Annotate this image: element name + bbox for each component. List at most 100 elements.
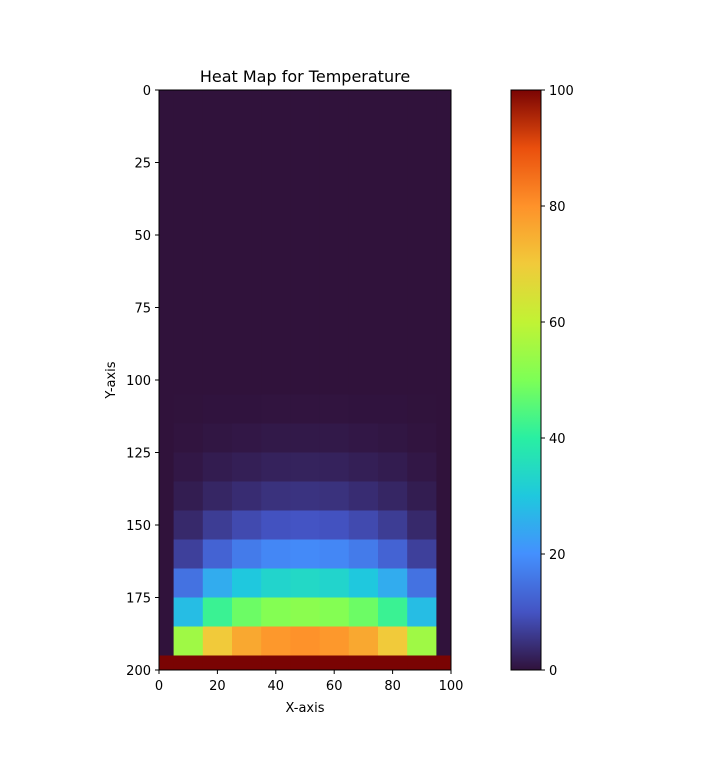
heat-cell	[261, 655, 291, 670]
heat-cell	[202, 568, 233, 599]
heat-cell	[159, 539, 175, 570]
heat-cell	[348, 423, 379, 454]
heat-cell	[378, 90, 408, 106]
x-axis-label: X-axis	[286, 701, 325, 716]
heat-cell	[348, 394, 379, 425]
heat-cell	[159, 249, 175, 280]
heat-cell	[261, 278, 291, 309]
colorbar-tick-label: 20	[549, 548, 566, 563]
heat-cell	[261, 249, 291, 280]
heat-cell	[159, 626, 175, 657]
heat-cell	[173, 510, 204, 541]
heat-cell	[173, 568, 204, 599]
heat-cell	[407, 394, 437, 425]
heat-cell	[232, 90, 262, 106]
heat-cell	[232, 278, 262, 309]
heat-cell	[348, 655, 379, 670]
colorbar-tick-label: 100	[549, 84, 574, 99]
heat-cell	[202, 104, 233, 135]
heat-cell	[290, 249, 321, 280]
heat-cell	[290, 481, 321, 512]
heat-cell	[407, 133, 437, 164]
heat-cell	[173, 104, 204, 135]
y-tick-label: 150	[126, 519, 151, 534]
heat-cell	[290, 90, 321, 106]
heat-cell	[159, 510, 175, 541]
heat-cell	[173, 191, 204, 222]
heat-cell	[378, 365, 408, 396]
heat-cell	[202, 481, 233, 512]
y-tick-label: 25	[134, 157, 151, 172]
y-tick-label: 175	[126, 592, 151, 607]
heat-cell	[319, 249, 350, 280]
heat-cell	[290, 510, 321, 541]
heat-cell	[436, 365, 451, 396]
heat-cell	[436, 510, 451, 541]
heat-cell	[436, 452, 451, 483]
heat-cell	[232, 133, 262, 164]
heat-cell	[378, 510, 408, 541]
heat-cell	[202, 539, 233, 570]
heat-cell	[436, 336, 451, 367]
heat-cell	[232, 307, 262, 338]
heat-cell	[436, 104, 451, 135]
heat-cell	[159, 307, 175, 338]
heat-cell	[407, 249, 437, 280]
x-tick-label: 60	[326, 679, 343, 694]
heat-cell	[348, 104, 379, 135]
heat-cell	[159, 133, 175, 164]
heat-cell	[159, 597, 175, 628]
heat-cell	[348, 452, 379, 483]
heat-cell	[407, 539, 437, 570]
heat-cell	[319, 220, 350, 251]
heat-cell	[173, 481, 204, 512]
y-tick-label: 125	[126, 447, 151, 462]
heat-cell	[319, 597, 350, 628]
colorbar-tick-label: 40	[549, 432, 566, 447]
heat-cell	[290, 655, 321, 670]
heat-cell	[319, 568, 350, 599]
heat-cell	[173, 278, 204, 309]
y-tick-label: 200	[126, 664, 151, 679]
heat-cell	[436, 655, 451, 670]
heat-cell	[173, 452, 204, 483]
heat-cell	[319, 655, 350, 670]
heat-cell	[348, 626, 379, 657]
heat-cell	[319, 510, 350, 541]
heat-cell	[173, 597, 204, 628]
heat-cell	[378, 655, 408, 670]
heat-cell	[319, 162, 350, 193]
heat-cell	[378, 307, 408, 338]
heat-cell	[173, 220, 204, 251]
heat-cell	[348, 365, 379, 396]
heat-cell	[319, 191, 350, 222]
heat-cell	[290, 104, 321, 135]
heat-cell	[202, 510, 233, 541]
heat-cell	[159, 162, 175, 193]
heat-cell	[348, 90, 379, 106]
heat-cell	[407, 307, 437, 338]
heat-cell	[232, 336, 262, 367]
heat-cell	[173, 423, 204, 454]
heat-cell	[173, 133, 204, 164]
heat-cell	[159, 423, 175, 454]
heat-cell	[232, 191, 262, 222]
heat-cell	[173, 539, 204, 570]
heat-cell	[378, 394, 408, 425]
heat-cell	[348, 597, 379, 628]
heat-cell	[290, 394, 321, 425]
heat-cell	[319, 90, 350, 106]
heat-cell	[378, 626, 408, 657]
heat-cell	[378, 423, 408, 454]
heat-cell	[202, 365, 233, 396]
heat-cell	[407, 510, 437, 541]
heat-cell	[173, 336, 204, 367]
y-tick-label: 100	[126, 374, 151, 389]
heat-cell	[232, 220, 262, 251]
heat-cell	[232, 394, 262, 425]
heat-cell	[348, 278, 379, 309]
heat-cell	[407, 452, 437, 483]
heat-cell	[319, 481, 350, 512]
heat-cell	[290, 191, 321, 222]
